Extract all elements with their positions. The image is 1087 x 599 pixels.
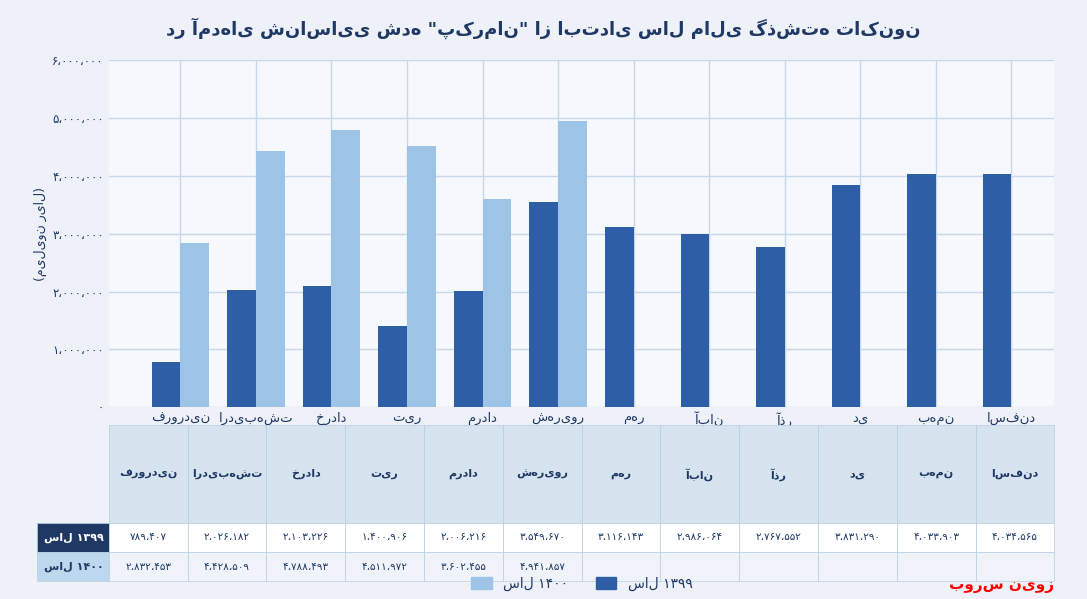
Legend: سال ۱۴۰۰, سال ۱۳۹۹: سال ۱۴۰۰, سال ۱۳۹۹ xyxy=(471,577,692,591)
Bar xyxy=(152,362,180,407)
Bar xyxy=(483,199,511,407)
Bar xyxy=(908,174,936,407)
Bar xyxy=(454,291,483,407)
Bar xyxy=(255,151,285,407)
Bar xyxy=(529,202,558,407)
Bar xyxy=(180,243,209,407)
Bar xyxy=(303,286,332,407)
Bar xyxy=(332,130,360,407)
Bar xyxy=(757,247,785,407)
Text: در آمدهای شناسایی شده "پکرمان" از ابتدای سال مالی گذشته تاکنون: در آمدهای شناسایی شده "پکرمان" از ابتدای… xyxy=(166,18,921,40)
Bar xyxy=(407,146,436,407)
Bar xyxy=(983,174,1011,407)
Bar xyxy=(227,290,255,407)
Bar xyxy=(680,234,709,407)
Bar xyxy=(605,227,634,407)
Bar xyxy=(558,121,587,407)
Bar xyxy=(832,186,860,407)
Y-axis label: (میلیون ریال): (میلیون ریال) xyxy=(34,187,47,280)
Bar xyxy=(378,326,407,407)
Text: بورس نیوز: بورس نیوز xyxy=(949,578,1054,593)
